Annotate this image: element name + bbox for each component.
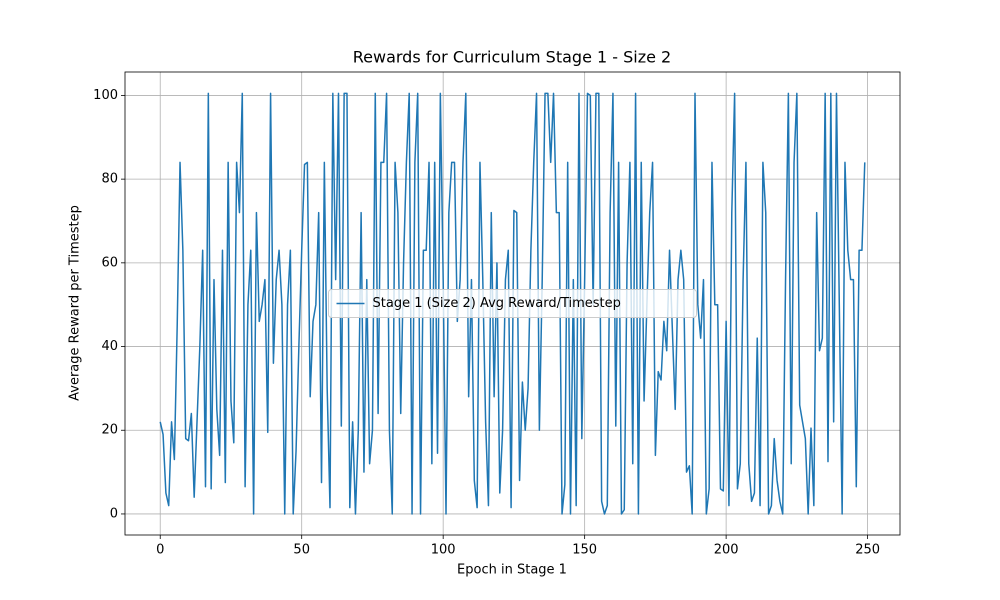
y-tick-label: 40 (101, 339, 118, 354)
chart-title: Rewards for Curriculum Stage 1 - Size 2 (353, 48, 671, 67)
axes-frame (124, 71, 901, 536)
x-axis-label: Epoch in Stage 1 (457, 563, 567, 578)
y-tick-label: 0 (110, 506, 118, 521)
x-tick-label: 200 (714, 543, 739, 558)
x-tick-label: 250 (855, 543, 880, 558)
series-line (159, 92, 866, 515)
x-tick-label: 50 (293, 543, 310, 558)
y-tick-label: 100 (93, 88, 118, 103)
y-tick-label: 60 (101, 255, 118, 270)
y-axis-label: Average Reward per Timestep (68, 205, 83, 401)
legend-label: Stage 1 (Size 2) Avg Reward/Timestep (373, 296, 621, 311)
legend-box (328, 289, 697, 318)
y-tick-label: 80 (101, 172, 118, 187)
x-tick-label: 0 (156, 543, 164, 558)
x-tick-label: 150 (572, 543, 597, 558)
y-tick-label: 20 (101, 423, 118, 438)
x-tick-label: 100 (431, 543, 456, 558)
